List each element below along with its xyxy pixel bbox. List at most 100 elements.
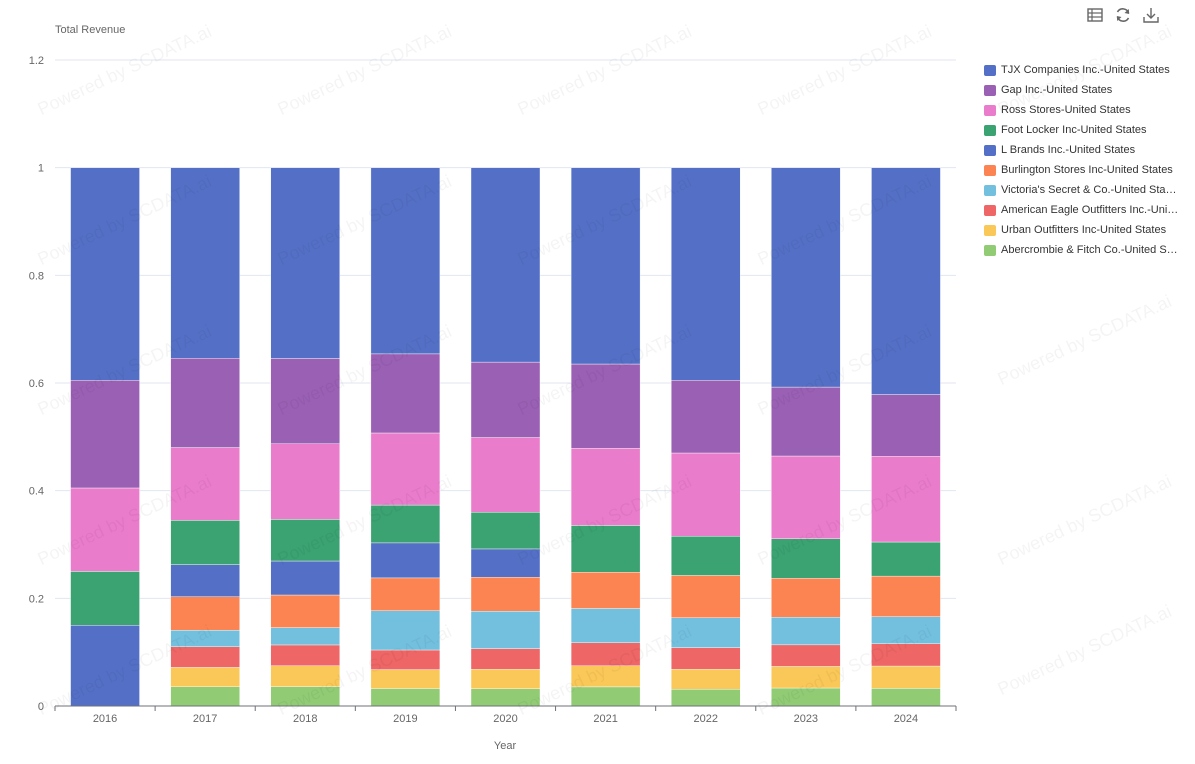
bar-segment[interactable] xyxy=(671,536,741,576)
bar-segment[interactable] xyxy=(170,667,240,687)
bar-segment[interactable] xyxy=(370,669,441,689)
bar-segment[interactable] xyxy=(70,380,140,489)
bar-segment[interactable] xyxy=(671,689,741,707)
bar-segment[interactable] xyxy=(370,577,441,611)
bar-segment[interactable] xyxy=(70,167,140,381)
bar-segment[interactable] xyxy=(570,363,641,449)
bar-segment[interactable] xyxy=(270,686,340,707)
bar-stack-2016 xyxy=(70,167,140,707)
legend-item[interactable]: Urban Outfitters Inc-United States xyxy=(984,220,1179,240)
legend-item[interactable]: Victoria's Secret & Co.-United States xyxy=(984,180,1179,200)
bar-segment[interactable] xyxy=(671,452,741,537)
bar-segment[interactable] xyxy=(771,386,841,457)
bar-segment[interactable] xyxy=(270,560,340,596)
bar-segment[interactable] xyxy=(470,611,541,649)
bar-segment[interactable] xyxy=(270,167,340,359)
bar-segment[interactable] xyxy=(671,647,741,670)
bar-segment[interactable] xyxy=(70,625,140,707)
bar-segment[interactable] xyxy=(470,688,541,707)
refresh-icon[interactable] xyxy=(1113,5,1133,25)
bar-segment[interactable] xyxy=(871,688,941,707)
bar-segment[interactable] xyxy=(270,358,340,444)
bar-segment[interactable] xyxy=(871,575,941,617)
bar-segment[interactable] xyxy=(771,687,841,707)
bar-segment[interactable] xyxy=(671,669,741,690)
bar-segment[interactable] xyxy=(370,610,441,651)
bar-segment[interactable] xyxy=(771,538,841,579)
legend-item[interactable]: L Brands Inc.-United States xyxy=(984,140,1179,160)
bar-segment[interactable] xyxy=(871,541,941,577)
bar-segment[interactable] xyxy=(771,455,841,539)
bar-segment[interactable] xyxy=(470,577,541,612)
download-icon[interactable] xyxy=(1141,5,1161,25)
bar-segment[interactable] xyxy=(871,394,941,457)
bar-segment[interactable] xyxy=(470,669,541,689)
bar-segment[interactable] xyxy=(671,167,741,381)
bar-segment[interactable] xyxy=(771,666,841,689)
bar-segment[interactable] xyxy=(270,644,340,666)
legend-item[interactable]: Ross Stores-United States xyxy=(984,100,1179,120)
bar-segment[interactable] xyxy=(871,616,941,644)
bar-segment[interactable] xyxy=(771,617,841,646)
bar-segment[interactable] xyxy=(370,353,441,434)
bar-segment[interactable] xyxy=(70,571,140,626)
bar-segment[interactable] xyxy=(170,646,240,668)
legend-item[interactable]: TJX Companies Inc.-United States xyxy=(984,60,1179,80)
x-axis-tick-labels: 2016 2017 2018 2019 2020 2021 2022 2023 2024 xyxy=(93,713,918,725)
bar-segment[interactable] xyxy=(370,432,441,506)
bar-segment[interactable] xyxy=(570,665,641,688)
bar-segment[interactable] xyxy=(170,596,240,631)
bar-segment[interactable] xyxy=(370,542,441,579)
bar-segment[interactable] xyxy=(570,642,641,667)
legend-item[interactable]: Foot Locker Inc-United States xyxy=(984,120,1179,140)
legend-label: Ross Stores-United States xyxy=(1001,104,1131,116)
bar-segment[interactable] xyxy=(370,649,441,670)
bar-segment[interactable] xyxy=(570,608,641,643)
bar-segment[interactable] xyxy=(170,447,240,521)
legend-item[interactable]: Burlington Stores Inc-United States xyxy=(984,160,1179,180)
bar-segment[interactable] xyxy=(370,167,441,355)
bar-segment[interactable] xyxy=(470,648,541,670)
bar-segment[interactable] xyxy=(170,167,240,359)
bar-segment[interactable] xyxy=(771,167,841,388)
bar-segment[interactable] xyxy=(671,617,741,648)
bar-segment[interactable] xyxy=(270,443,340,520)
bar-segment[interactable] xyxy=(170,630,240,647)
bar-segment[interactable] xyxy=(470,512,541,550)
legend-item[interactable]: American Eagle Outfitters Inc.-United St… xyxy=(984,200,1179,220)
bar-segment[interactable] xyxy=(671,380,741,454)
bar-segment[interactable] xyxy=(470,361,541,438)
bar-segment[interactable] xyxy=(570,572,641,609)
bar-segment[interactable] xyxy=(270,594,340,628)
bar-segment[interactable] xyxy=(771,578,841,618)
bar-segment[interactable] xyxy=(70,487,140,572)
bar-segment[interactable] xyxy=(470,167,541,363)
bar-segment[interactable] xyxy=(470,548,541,578)
bar-segment[interactable] xyxy=(570,448,641,526)
bar-segment[interactable] xyxy=(871,167,941,395)
bar-segment[interactable] xyxy=(170,358,240,448)
legend-swatch xyxy=(984,164,996,176)
bar-segment[interactable] xyxy=(370,504,441,544)
bar-segment[interactable] xyxy=(170,564,240,597)
bar-segment[interactable] xyxy=(570,525,641,573)
bar-segment[interactable] xyxy=(570,167,641,365)
bar-segment[interactable] xyxy=(270,665,340,687)
bar-segment[interactable] xyxy=(871,643,941,667)
bar-segment[interactable] xyxy=(370,688,441,707)
bar-segment[interactable] xyxy=(270,627,340,646)
y-tick-label: 1.2 xyxy=(29,55,44,67)
bar-segment[interactable] xyxy=(871,665,941,689)
legend-item[interactable]: Abercrombie & Fitch Co.-United States xyxy=(984,240,1179,260)
bar-segment[interactable] xyxy=(871,456,941,543)
data-view-icon[interactable] xyxy=(1085,5,1105,25)
bar-segment[interactable] xyxy=(771,644,841,667)
bar-segment[interactable] xyxy=(470,437,541,513)
bar-segment[interactable] xyxy=(170,686,240,707)
x-tick-label: 2020 xyxy=(493,713,517,725)
bar-segment[interactable] xyxy=(270,519,340,562)
bar-segment[interactable] xyxy=(671,575,741,618)
legend-item[interactable]: Gap Inc.-United States xyxy=(984,80,1179,100)
bar-segment[interactable] xyxy=(170,520,240,565)
bar-segment[interactable] xyxy=(570,686,641,707)
